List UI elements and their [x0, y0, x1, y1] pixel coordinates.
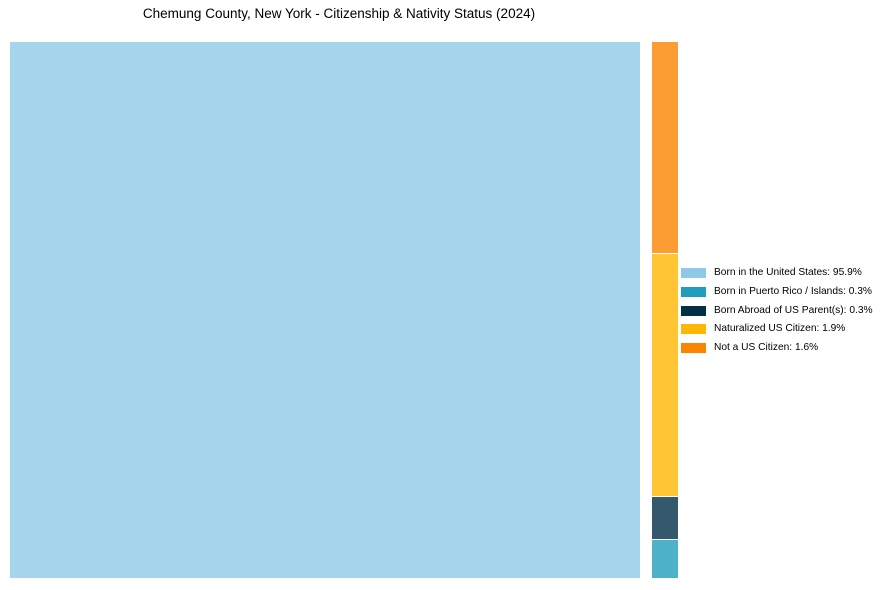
legend-swatch-icon [681, 305, 706, 316]
treemap-minor-column [652, 42, 678, 578]
treemap-rect-born-in-us [10, 42, 640, 578]
treemap-rect-not-a-us-citizen [652, 42, 678, 253]
treemap-rect-born-in-puerto-rico-islands [652, 540, 678, 578]
legend-item-born-in-us: Born in the United States: 95.9% [681, 264, 873, 283]
legend-item-not-a-citizen: Not a US Citizen: 1.6% [681, 339, 873, 358]
legend-item-label: Born in Puerto Rico / Islands: 0.3% [714, 285, 872, 297]
legend-swatch-icon [681, 343, 706, 354]
legend-item-label: Born in the United States: 95.9% [714, 267, 862, 279]
legend-swatch-icon [681, 324, 706, 335]
treemap-rect-born-abroad-of-us-parents [652, 497, 678, 539]
legend-item-label: Not a US Citizen: 1.6% [714, 341, 819, 353]
legend-item-born-in-puerto-rico: Born in Puerto Rico / Islands: 0.3% [681, 283, 873, 302]
legend-item-label: Naturalized US Citizen: 1.9% [714, 323, 846, 335]
legend-swatch-icon [681, 287, 706, 298]
legend-item-born-abroad: Born Abroad of US Parent(s): 0.3% [681, 301, 873, 320]
treemap [10, 42, 678, 578]
legend-swatch-icon [681, 268, 706, 279]
treemap-rect-naturalized-us-citizen [652, 254, 678, 496]
legend: Born in the United States: 95.9% Born in… [681, 264, 873, 357]
legend-item-naturalized: Naturalized US Citizen: 1.9% [681, 320, 873, 339]
legend-item-label: Born Abroad of US Parent(s): 0.3% [714, 304, 873, 316]
chart-title: Chemung County, New York - Citizenship &… [142, 6, 536, 21]
